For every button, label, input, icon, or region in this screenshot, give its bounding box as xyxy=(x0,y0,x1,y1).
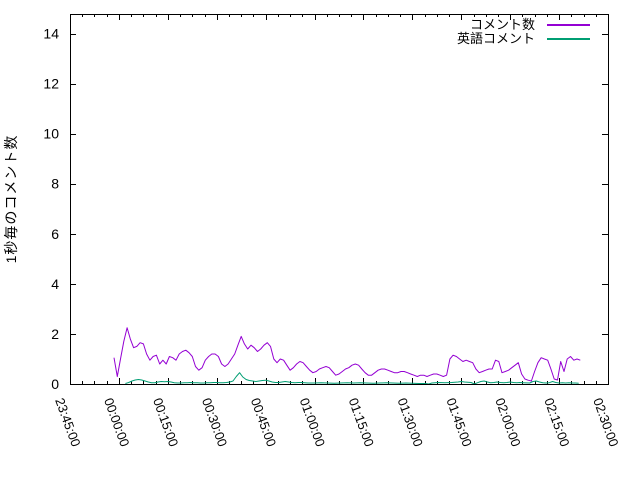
legend-item-comment-count: コメント数 xyxy=(457,18,590,32)
series-line-0 xyxy=(113,327,581,382)
y-tick-label: 6 xyxy=(51,226,59,242)
legend-label-comment-count: コメント数 xyxy=(469,17,535,32)
y-tick-label: 10 xyxy=(43,126,59,142)
y-tick-label: 2 xyxy=(51,326,59,342)
x-tick-label: 01:45:00 xyxy=(443,396,474,449)
x-tick-label: 00:00:00 xyxy=(101,396,132,449)
x-tick-label: 00:45:00 xyxy=(248,396,279,449)
y-tick-label: 12 xyxy=(43,76,59,92)
x-tick-label: 01:30:00 xyxy=(395,396,426,449)
legend-label-english-comments: 英語コメント xyxy=(456,31,535,46)
y-tick-label: 14 xyxy=(43,26,59,42)
series-line-1 xyxy=(125,372,579,384)
x-tick-label: 00:30:00 xyxy=(199,396,230,449)
x-tick-label: 01:15:00 xyxy=(346,396,377,449)
x-tick-label: 02:00:00 xyxy=(492,396,523,449)
y-tick-label: 0 xyxy=(51,376,59,392)
x-axis-tick-labels: 23:45:00 00:00:00 00:15:00 00:30:00 00:45:00… xyxy=(52,396,621,449)
legend-line-sample-comment-count xyxy=(547,24,590,26)
x-axis-ticks xyxy=(70,14,609,384)
legend-item-english-comments: 英語コメント xyxy=(457,32,590,46)
legend: コメント数 英語コメント xyxy=(457,18,590,46)
legend-line-sample-english-comments xyxy=(547,38,590,40)
x-tick-label: 00:15:00 xyxy=(150,396,181,449)
x-tick-label: 23:45:00 xyxy=(52,396,83,449)
y-axis-label: 1秒毎のコメント数 xyxy=(3,134,19,264)
x-tick-label: 02:30:00 xyxy=(590,396,621,449)
x-tick-label: 01:00:00 xyxy=(297,396,328,449)
y-tick-label: 4 xyxy=(51,276,59,292)
y-axis-ticks xyxy=(70,34,608,385)
x-tick-label: 02:15:00 xyxy=(541,396,572,449)
y-tick-label: 8 xyxy=(51,176,59,192)
y-axis-tick-labels: 0 2 4 6 8 10 12 14 xyxy=(43,26,59,392)
plot-border xyxy=(70,14,609,385)
